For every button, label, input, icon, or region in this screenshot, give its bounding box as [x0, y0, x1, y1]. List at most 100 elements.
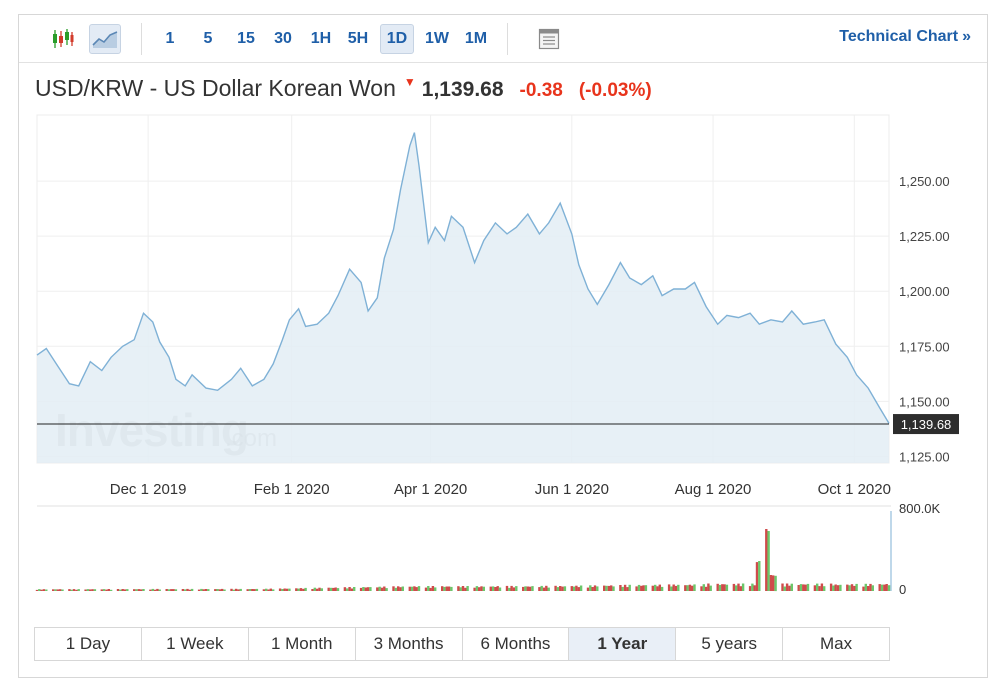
chart-toolbar: 1 5 15 30 1H 5H 1D 1W 1M Technical Chart…	[19, 15, 987, 63]
volume-bar	[508, 587, 511, 591]
y-tick-label: 1,250.00	[899, 174, 950, 189]
technical-chart-label: Technical Chart	[839, 28, 959, 45]
price-chart[interactable]: 1,250.00 1,225.00 1,200.00 1,175.00 1,150.00…	[19, 113, 987, 613]
volume-bar	[531, 586, 534, 591]
volume-bar	[545, 585, 548, 591]
volume-bar	[688, 584, 692, 591]
period-1d[interactable]: 1D	[380, 24, 414, 54]
volume-bar	[216, 589, 219, 591]
volume-bar	[707, 583, 710, 591]
volume-bar	[846, 584, 849, 591]
volume-bar	[542, 587, 546, 591]
volume-bar	[721, 584, 724, 591]
panel-icon[interactable]	[533, 24, 565, 54]
range-1-month[interactable]: 1 Month	[249, 628, 356, 660]
volume-bar	[654, 584, 657, 591]
volume-bar	[716, 583, 719, 591]
last-price-badge	[893, 414, 959, 435]
volume-bar	[785, 583, 789, 591]
volume-bar	[642, 585, 645, 591]
volume-bar	[575, 585, 578, 591]
price-line	[36, 132, 890, 424]
volume-bar	[691, 585, 694, 591]
range-5-years[interactable]: 5 years	[676, 628, 784, 660]
volume-bar	[883, 584, 886, 591]
period-1m[interactable]: 1M	[464, 30, 488, 47]
period-5h[interactable]: 5H	[347, 30, 369, 47]
volume-bar	[593, 585, 597, 591]
volume-bar	[797, 585, 800, 591]
volume-bar	[262, 589, 266, 591]
volume-bar	[781, 583, 784, 591]
volume-bar	[589, 585, 592, 591]
period-30[interactable]: 30	[274, 30, 292, 47]
volume-bar	[820, 583, 824, 591]
volume-bar	[783, 586, 786, 591]
chart-widget: 1 5 15 30 1H 5H 1D 1W 1M Technical Chart…	[18, 14, 988, 678]
volume-bar	[313, 587, 316, 591]
volume-bar	[478, 587, 481, 591]
volume-bar	[586, 587, 590, 591]
x-tick-label: Oct 1 2020	[818, 481, 891, 498]
volume-bar	[135, 589, 138, 591]
volume-bar	[181, 589, 185, 591]
volume-bar	[42, 589, 46, 591]
period-5[interactable]: 5	[203, 30, 213, 47]
volume-bar	[332, 587, 335, 591]
volume-bar	[693, 584, 696, 591]
volume-bar	[234, 588, 238, 591]
y-tick-label: 1,225.00	[899, 229, 950, 244]
volume-bar	[704, 586, 708, 591]
range-max[interactable]: Max	[820, 634, 853, 653]
period-1w[interactable]: 1W	[425, 30, 449, 47]
volume-bar	[441, 586, 444, 591]
range-6-months[interactable]: 6 Months	[463, 628, 570, 660]
volume-bar	[735, 585, 738, 591]
volume-bar	[769, 575, 773, 591]
range-1-year[interactable]: 1 Year	[569, 628, 677, 660]
volume-bar	[91, 589, 94, 591]
volume-bar	[346, 588, 349, 591]
volume-bar	[190, 588, 194, 591]
range-1-week[interactable]: 1 Week	[142, 628, 249, 660]
volume-bar	[880, 584, 884, 591]
volume-bar	[431, 586, 435, 591]
volume-bar	[329, 587, 333, 591]
range-3-months[interactable]: 3 Months	[356, 628, 463, 660]
volume-bar	[640, 585, 643, 591]
volume-bar	[547, 587, 550, 591]
range-1-day[interactable]: 1 Day	[35, 628, 142, 660]
volume-bar	[232, 589, 235, 591]
volume-bar	[510, 585, 513, 591]
candlestick-icon[interactable]	[47, 24, 79, 54]
volume-bar	[149, 589, 152, 591]
volume-bar	[107, 589, 110, 591]
volume-bar	[288, 588, 291, 591]
volume-bar	[364, 587, 367, 591]
volume-bar	[610, 585, 613, 591]
period-1[interactable]: 1	[165, 30, 175, 47]
volume-bar	[464, 587, 467, 591]
volume-bar	[813, 585, 817, 591]
period-1h[interactable]: 1H	[310, 30, 332, 47]
volume-bar	[427, 586, 430, 591]
volume-bar	[765, 529, 768, 591]
volume-bar	[380, 587, 384, 591]
volume-bar	[862, 586, 865, 591]
volume-bar	[836, 585, 840, 591]
volume-bar	[512, 587, 516, 591]
technical-chart-link[interactable]: Technical Chart»	[839, 28, 971, 46]
volume-bar	[40, 589, 43, 591]
volume-bar	[623, 584, 627, 591]
volume-bar	[709, 585, 712, 591]
volume-bar	[126, 589, 129, 591]
area-chart-icon[interactable]	[89, 24, 121, 54]
volume-bar	[755, 562, 759, 591]
volume-bar	[887, 585, 891, 591]
volume-bar	[570, 586, 573, 591]
last-price: 1,139.68	[421, 78, 504, 101]
volume-bar	[758, 561, 761, 591]
volume-bar	[741, 583, 745, 591]
volume-bar	[498, 587, 502, 591]
period-15[interactable]: 15	[237, 30, 255, 47]
